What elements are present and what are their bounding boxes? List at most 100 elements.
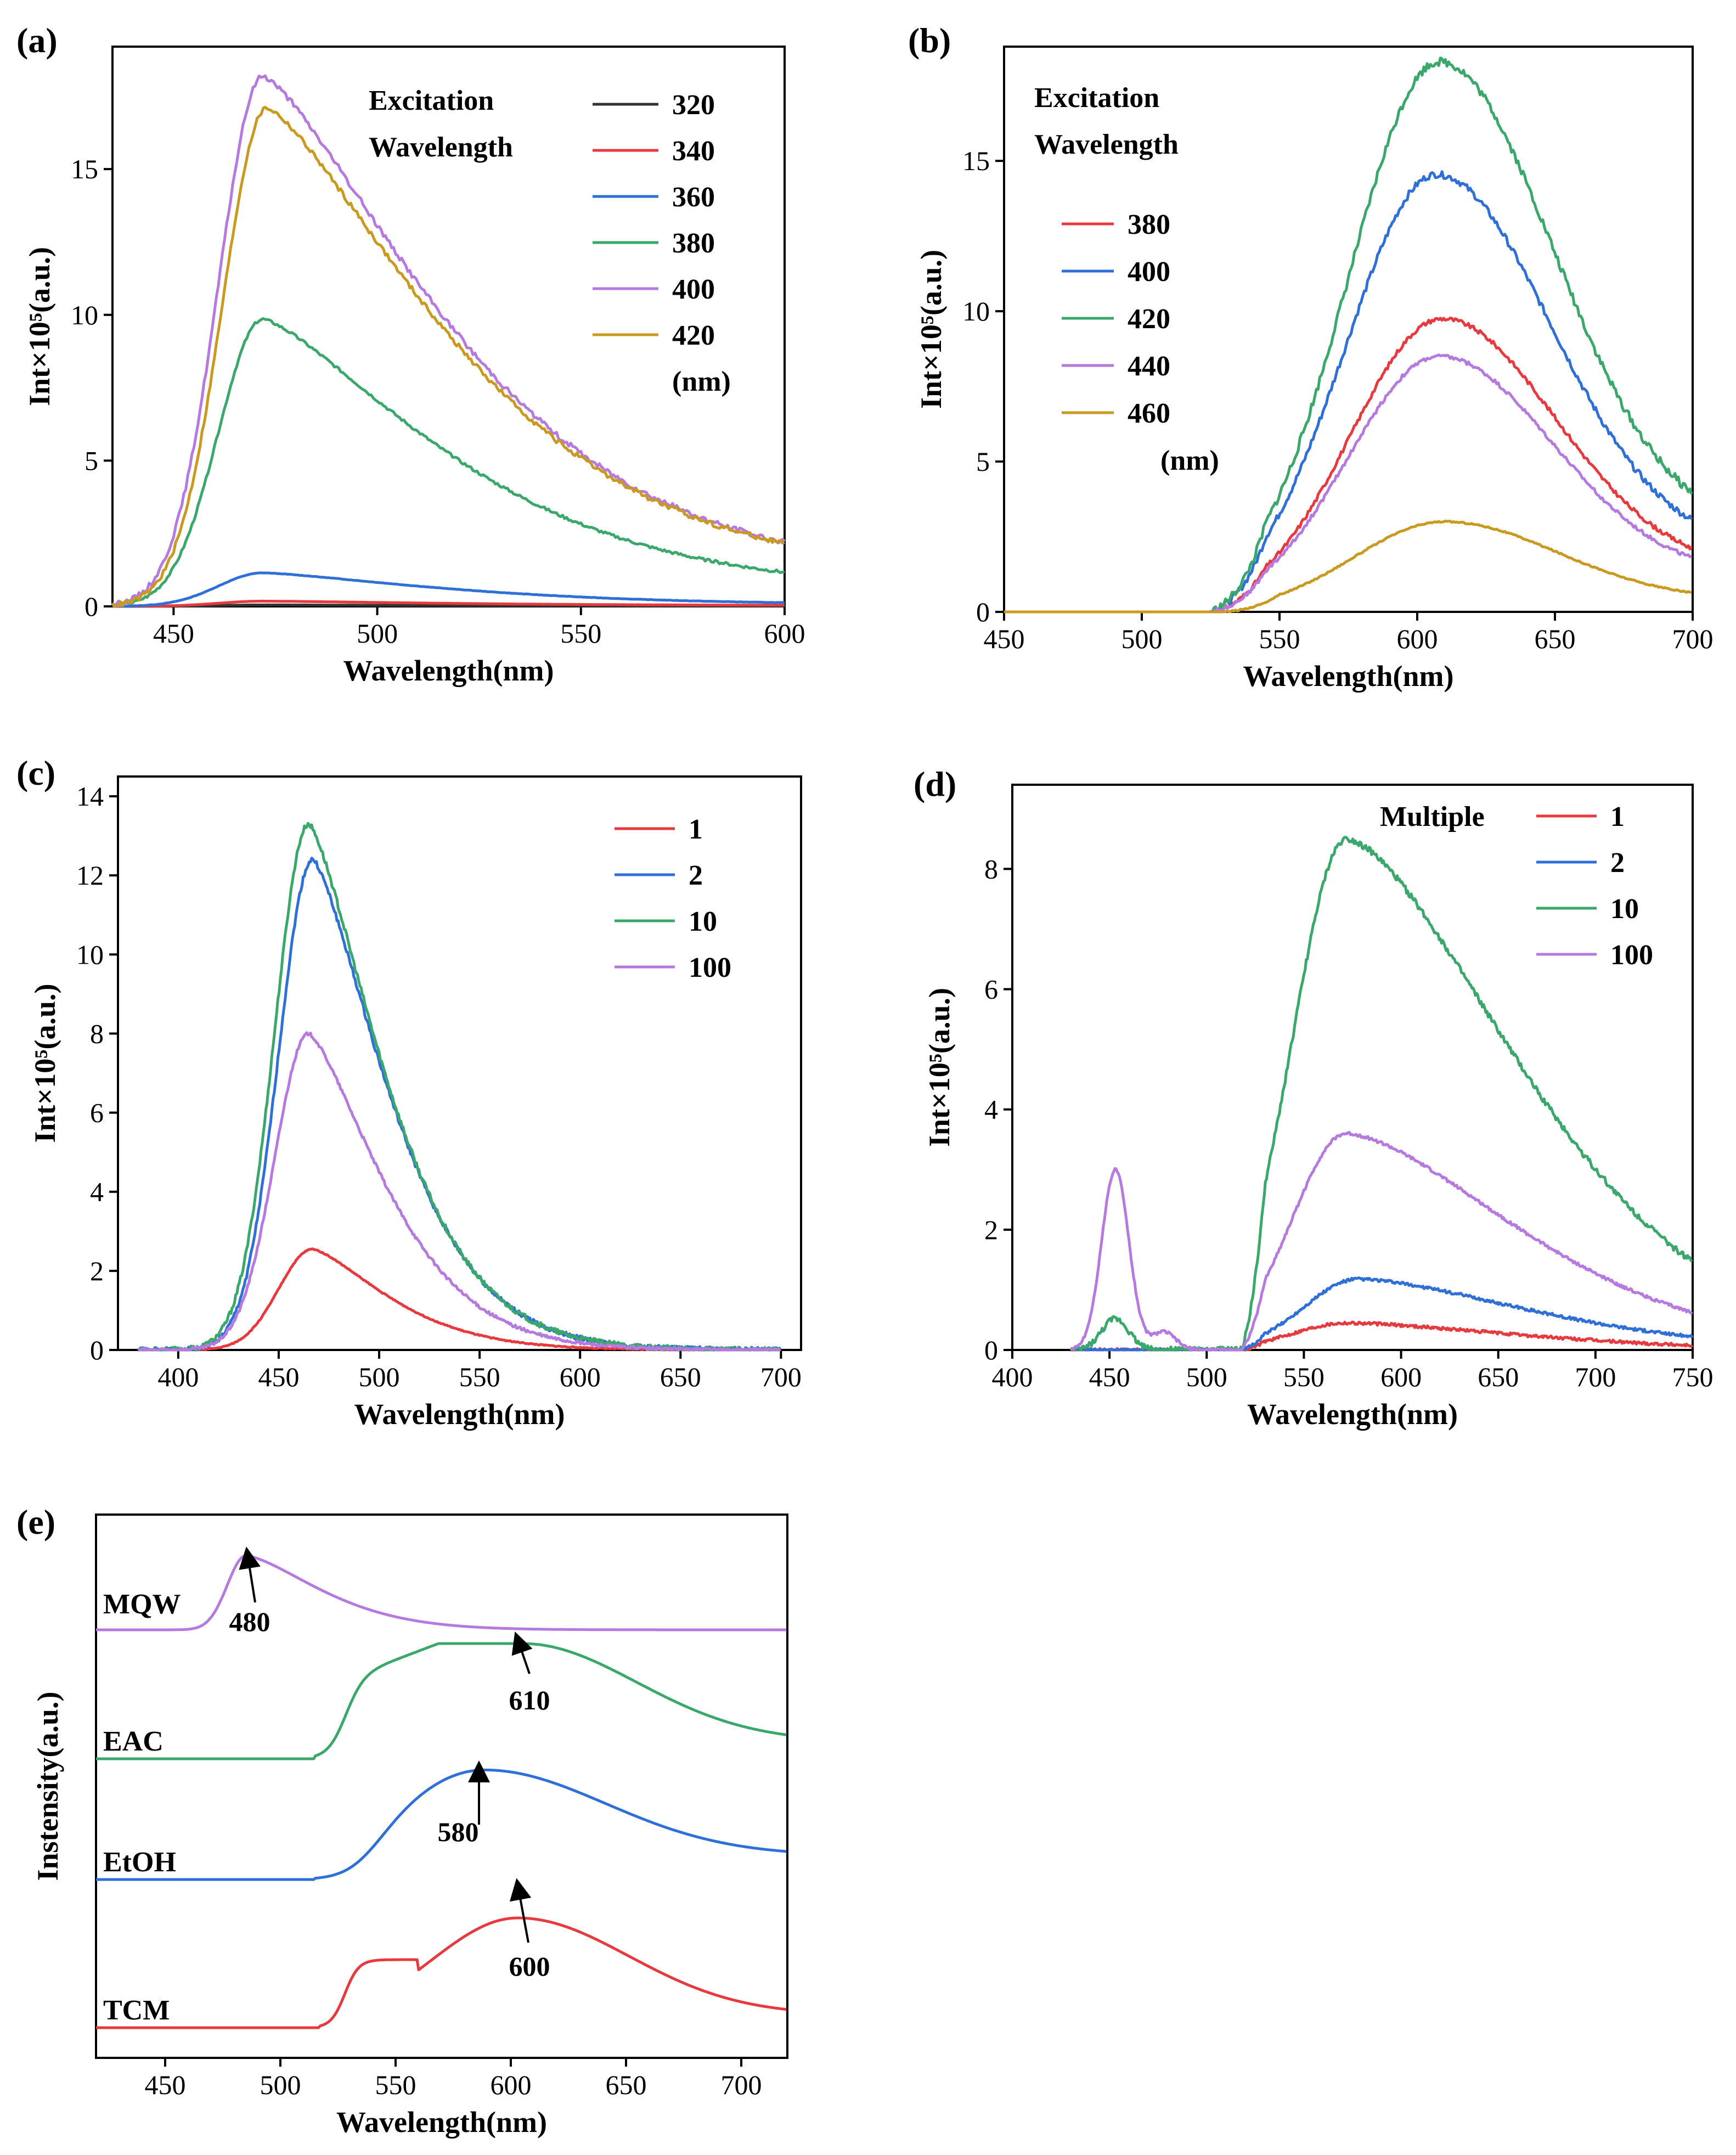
- legend-label: 2: [689, 860, 703, 891]
- plot-frame: [95, 1513, 788, 2059]
- series-line-380: [112, 317, 785, 607]
- legend-unit: (nm): [1160, 445, 1219, 476]
- legend-title: Excitation: [369, 85, 494, 116]
- legend-label: 380: [672, 228, 715, 259]
- x-tick-label: 600: [764, 618, 805, 649]
- x-tick-label: 500: [359, 1361, 400, 1392]
- y-axis-label: Int×10⁵(a.u.): [29, 984, 61, 1143]
- x-tick-label: 450: [145, 2069, 186, 2100]
- series-line-100: [137, 1031, 781, 1352]
- legend-unit: (nm): [672, 366, 731, 397]
- panel-label: (d): [914, 764, 956, 803]
- series-line-10: [1069, 836, 1693, 1352]
- legend-label: 100: [1610, 939, 1653, 971]
- legend-label: 380: [1128, 209, 1170, 240]
- x-axis-label: Wavelength(nm): [343, 654, 554, 687]
- y-tick-label: 6: [984, 974, 998, 1005]
- legend-title: Wavelength: [369, 132, 513, 163]
- legend-label: 400: [672, 274, 715, 305]
- x-tick-label: 700: [1672, 623, 1714, 654]
- series-label: TCM: [103, 1995, 170, 2026]
- legend-label: 1: [1610, 801, 1625, 832]
- x-tick-label: 400: [157, 1361, 199, 1392]
- panel-d: 400 450 500 550 600 650 700 750 0 2 4 6 8 Wavelength(…: [914, 764, 1714, 1431]
- y-tick-label: 0: [90, 1335, 104, 1365]
- x-tick-label: 550: [560, 618, 601, 649]
- x-axis-label: Wavelength(nm): [1247, 1398, 1458, 1431]
- series-line-460: [1004, 519, 1692, 614]
- plot-frame: [117, 775, 802, 1351]
- y-tick-label: 4: [90, 1177, 104, 1207]
- y-axis-label: Int×10⁵(a.u.): [915, 250, 948, 409]
- legend-title: Wavelength: [1034, 129, 1179, 160]
- panel-a: 450 500 550 600051015Wavelength(nm)Int×10⁵(…: [16, 21, 805, 687]
- annotation-arrow: [239, 1546, 261, 1603]
- legend-label: 320: [672, 89, 715, 121]
- y-tick-label: 6: [90, 1098, 104, 1128]
- plot-frame: [1011, 784, 1694, 1351]
- series-line-2: [138, 857, 782, 1352]
- panel-b: 450 500 550 600 650 700051015Wavelength(nm)In…: [908, 21, 1714, 693]
- y-tick-label: 0: [984, 1335, 998, 1365]
- series-label: EAC: [103, 1726, 164, 1757]
- y-axis-label: Int×10⁵(a.u.): [923, 988, 956, 1147]
- x-tick-label: 600: [1380, 1361, 1422, 1392]
- x-tick-label: 600: [560, 1361, 601, 1392]
- x-tick-label: 450: [258, 1361, 299, 1392]
- series-line-380: [1004, 317, 1693, 614]
- y-tick-label: 5: [84, 445, 98, 476]
- x-axis-label: Wavelength(nm): [336, 2106, 547, 2139]
- series-line-EAC: [96, 1642, 787, 1760]
- series-line-100: [1069, 1131, 1693, 1352]
- y-tick-label: 14: [76, 781, 104, 812]
- legend-label: 420: [1128, 303, 1170, 335]
- y-tick-label: 8: [984, 853, 998, 884]
- series-line-400: [1004, 170, 1693, 614]
- x-tick-label: 750: [1672, 1361, 1714, 1392]
- y-tick-label: 5: [976, 446, 990, 477]
- series-line-10: [138, 822, 781, 1352]
- x-tick-label: 700: [760, 1361, 802, 1392]
- y-tick-label: 15: [71, 154, 98, 184]
- series-line-EtOH: [96, 1768, 787, 1881]
- panel-label: (b): [908, 21, 951, 60]
- series-line-340: [112, 599, 785, 608]
- panel-c: 400 450 500 550 600 650 70002468101214Waveleng…: [16, 753, 802, 1431]
- x-tick-label: 650: [606, 2069, 647, 2100]
- legend-title: Multiple: [1380, 801, 1485, 832]
- series-line-TCM: [96, 1916, 787, 2029]
- x-tick-label: 700: [1575, 1361, 1616, 1392]
- x-tick-label: 600: [491, 2069, 532, 2100]
- series-line-MQW: [96, 1554, 787, 1631]
- panel-e: 450 500 550 600 650 700 Wavelength(nm) Instensi…: [16, 1503, 788, 2139]
- series-line-1: [1070, 1320, 1694, 1352]
- series-label: EtOH: [103, 1847, 176, 1878]
- x-tick-label: 650: [1535, 623, 1576, 654]
- x-tick-label: 500: [260, 2069, 301, 2100]
- legend-label: 1: [689, 814, 703, 845]
- legend-label: 420: [672, 320, 715, 351]
- legend-label: 10: [1610, 893, 1639, 925]
- series-line-2: [1069, 1276, 1694, 1352]
- plot-frame: [1003, 46, 1694, 613]
- x-axis-label: Wavelength(nm): [1243, 660, 1454, 693]
- y-axis-label: Instensity(a.u.): [31, 1691, 64, 1881]
- x-tick-label: 500: [1186, 1361, 1227, 1392]
- x-tick-label: 600: [1397, 623, 1438, 654]
- y-tick-label: 0: [84, 591, 98, 622]
- x-axis-label: Wavelength(nm): [354, 1398, 565, 1431]
- x-tick-label: 650: [660, 1361, 701, 1392]
- legend-label: 10: [689, 906, 717, 937]
- y-tick-label: 15: [962, 145, 990, 176]
- x-tick-label: 550: [459, 1361, 500, 1392]
- x-tick-label: 650: [1478, 1361, 1519, 1392]
- panel-label: (e): [16, 1503, 55, 1541]
- legend-label: 440: [1128, 351, 1170, 382]
- y-tick-label: 2: [90, 1256, 104, 1286]
- annotation-arrow: [511, 1631, 533, 1674]
- legend-label: 400: [1128, 256, 1170, 288]
- panel-label: (c): [16, 753, 55, 792]
- x-tick-label: 550: [1259, 623, 1300, 654]
- y-tick-label: 10: [76, 939, 104, 970]
